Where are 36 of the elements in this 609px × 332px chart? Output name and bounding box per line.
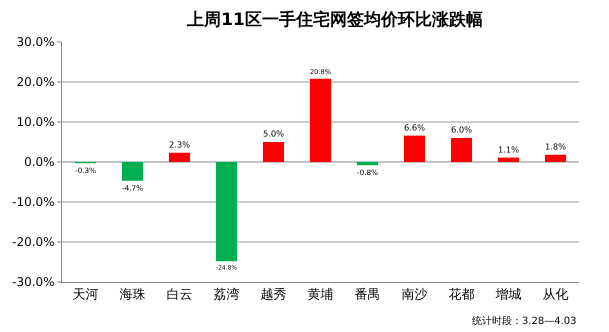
x-tick-label: 花都: [448, 288, 474, 303]
x-tick-label: 海珠: [120, 288, 146, 303]
bar: [122, 162, 144, 181]
x-tick-label: 黄埔: [308, 288, 334, 303]
data-label: 6.6%: [404, 122, 426, 132]
x-tick-label: 增城: [494, 288, 522, 303]
y-tick-label: 10.0%: [16, 115, 55, 130]
bar: [498, 158, 520, 162]
bar: [168, 152, 190, 162]
data-label: 2.3%: [168, 140, 190, 150]
x-tick-label: 白云: [166, 288, 192, 303]
text: 统计时段：3.28—4.03: [472, 315, 577, 327]
x-tick-label: 天河: [72, 288, 98, 303]
x-tick-label: 荔湾: [214, 286, 240, 303]
x-tick-label: 从化: [542, 288, 568, 303]
data-label: 5.0%: [262, 128, 284, 139]
bar: [404, 136, 426, 162]
bar: [310, 78, 332, 162]
y-tick-label: -20.0%: [12, 235, 55, 250]
y-tick-label: 0.0%: [24, 155, 55, 170]
bar: [450, 138, 472, 162]
y-tick-label: 30.0%: [16, 35, 55, 50]
x-tick-label: 番禺: [354, 288, 380, 303]
data-label: 6.0%: [450, 124, 472, 135]
chart-title: 上周11区一手住宅网签均价环比涨跌幅: [186, 10, 483, 30]
data-label: 1.8%: [544, 142, 566, 152]
bar: [356, 162, 378, 166]
data-label: 1.1%: [498, 144, 520, 154]
y-tick-label: -10.0%: [12, 195, 55, 210]
bar: [262, 142, 284, 162]
bar: [544, 154, 566, 162]
x-tick-label: 越秀: [260, 288, 286, 303]
x-tick-label: 南沙: [402, 288, 428, 303]
y-tick-label: 20.0%: [16, 75, 55, 90]
bar: [216, 162, 238, 262]
y-tick-label: -30.0%: [12, 275, 55, 290]
